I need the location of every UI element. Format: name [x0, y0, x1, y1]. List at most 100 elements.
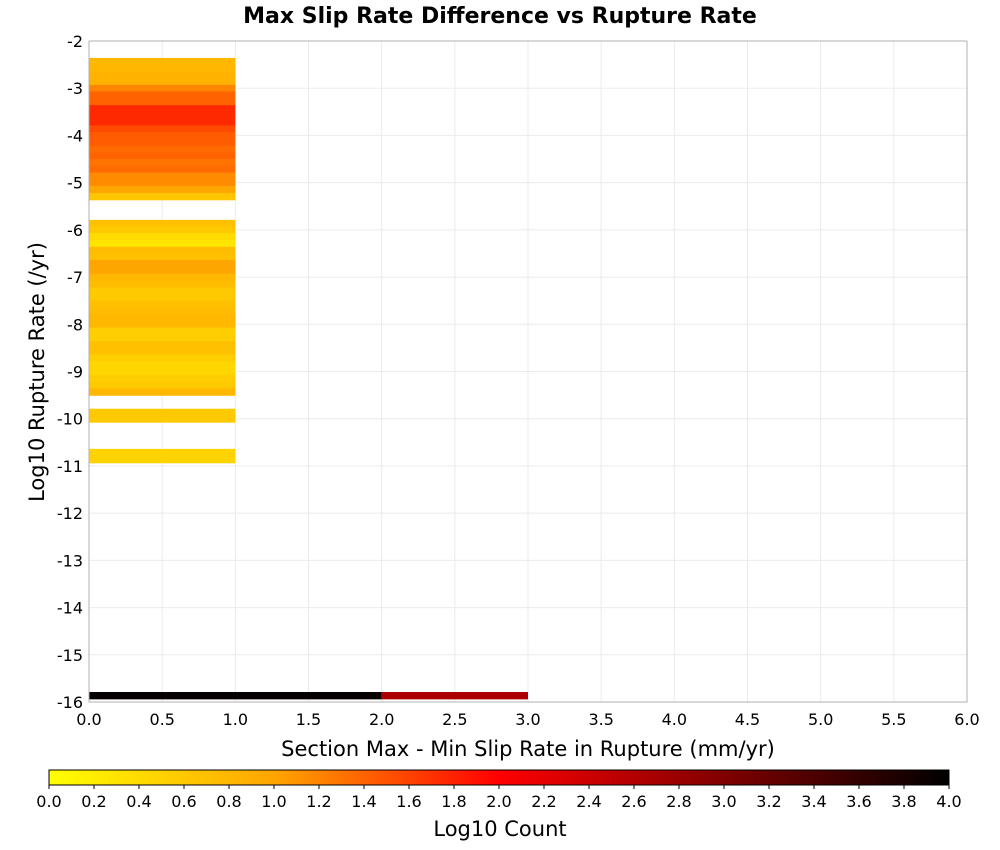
colorbar-tick-label: 3.2: [756, 792, 781, 811]
heatmap-cell: [89, 448, 236, 457]
heatmap-cell: [89, 172, 236, 181]
y-tick-label: -14: [57, 599, 83, 618]
colorbar-tick-label: 3.6: [846, 792, 871, 811]
plot-frame: [88, 40, 968, 703]
heatmap-cell: [89, 57, 236, 66]
x-tick-label: 0.0: [76, 710, 101, 729]
heatmap-cell: [89, 368, 236, 376]
heatmap-cell: [89, 307, 236, 315]
x-tick-label: 0.5: [149, 710, 174, 729]
heatmap-cell: [89, 280, 236, 288]
chart-title: Max Slip Rate Difference vs Rupture Rate: [243, 4, 757, 29]
heatmap-cell: [89, 91, 236, 99]
heatmap-cell: [89, 455, 236, 464]
x-tick-label: 3.0: [515, 710, 540, 729]
colorbar-tick-label: 2.8: [666, 792, 691, 811]
heatmap-cell: [89, 179, 236, 187]
heatmap-cell: [89, 105, 236, 113]
colorbar-tick-label: 1.4: [351, 792, 376, 811]
y-tick-label: -8: [67, 315, 83, 334]
y-tick-label: -10: [57, 410, 83, 429]
heatmap-cell: [89, 111, 236, 120]
heatmap-cell: [89, 192, 236, 201]
heatmap-cell: [89, 158, 236, 167]
heatmap-cell: [89, 327, 236, 335]
heatmap-cells: [89, 57, 528, 700]
colorbar-tick-label: 2.4: [576, 792, 601, 811]
heatmap-cell: [89, 246, 236, 255]
x-tick-label: 5.5: [881, 710, 906, 729]
heatmap-cell: [89, 71, 236, 79]
x-tick-label: 4.5: [735, 710, 760, 729]
heatmap-cell: [89, 341, 236, 349]
colorbar-tick-label: 0.6: [171, 792, 196, 811]
heatmap-cell: [89, 240, 236, 248]
colorbar-tick-label: 4.0: [936, 792, 961, 811]
heatmap-cell: [89, 84, 236, 93]
heatmap-cell: [89, 273, 236, 282]
heatmap-cell: [89, 185, 236, 194]
heatmap-cell: [89, 226, 236, 234]
heatmap-cell: [89, 347, 236, 356]
colorbar-tick-label: 0.8: [216, 792, 241, 811]
heatmap-cell: [89, 374, 236, 383]
x-tick-label: 1.0: [223, 710, 248, 729]
y-tick-label: -16: [57, 693, 83, 712]
x-tick-label: 2.5: [442, 710, 467, 729]
x-tick-label: 6.0: [954, 710, 979, 729]
colorbar-tick-label: 2.2: [531, 792, 556, 811]
heatmap-cell: [89, 294, 236, 302]
heatmap-cell: [89, 408, 236, 417]
y-tick-label: -15: [57, 646, 83, 665]
heatmap-cell: [89, 314, 236, 322]
heatmap-cell: [89, 152, 236, 160]
y-tick-label: -3: [67, 79, 83, 98]
y-tick-label: -4: [67, 126, 83, 145]
x-tick-label: 5.0: [808, 710, 833, 729]
colorbar-tick-label: 1.6: [396, 792, 421, 811]
y-tick-label: -7: [67, 268, 83, 287]
heatmap-cell: [89, 415, 236, 423]
y-tick-label: -12: [57, 504, 83, 523]
heatmap-cell: [89, 78, 236, 86]
y-axis-label: Log10 Rupture Rate (/yr): [25, 242, 49, 502]
y-tick-label: -11: [57, 457, 83, 476]
x-axis-ticks: 0.0 0.5 1.0 1.5 2.0 2.5 3.0 3.5 4.0 4.5 5.0 5.5 6.0: [76, 710, 979, 729]
colorbar: [48, 769, 950, 786]
heatmap-cell: [89, 64, 236, 72]
heatmap-cell: [89, 118, 236, 126]
heatmap-cell: [89, 354, 236, 362]
heatmap-cell: [89, 253, 236, 261]
y-tick-label: -5: [67, 174, 83, 193]
heatmap-cell: [89, 233, 236, 241]
x-axis-label: Section Max - Min Slip Rate in Rupture (…: [281, 737, 775, 761]
heatmap-cell: [89, 138, 236, 147]
colorbar-tick-label: 0.4: [126, 792, 151, 811]
heatmap-cell: [89, 98, 236, 106]
heatmap-cell: [89, 388, 236, 396]
x-tick-label: 2.0: [369, 710, 394, 729]
y-tick-label: -9: [67, 363, 83, 382]
colorbar-tick-label: 2.6: [621, 792, 646, 811]
x-tick-label: 3.5: [588, 710, 613, 729]
colorbar-tick-label: 3.4: [801, 792, 826, 811]
heatmap-cell: [89, 260, 236, 268]
colorbar-tick-label: 1.0: [261, 792, 286, 811]
heatmap-cell: [89, 334, 236, 342]
heatmap-cell: [89, 125, 236, 133]
heatmap-cell: [89, 692, 382, 700]
heatmap-cell: [89, 287, 236, 295]
heatmap-cell: [89, 132, 236, 140]
colorbar-tick-label: 2.0: [486, 792, 511, 811]
heatmap-cell: [89, 300, 236, 308]
y-tick-label: -13: [57, 551, 83, 570]
heatmap-cell: [89, 219, 236, 228]
colorbar-tick-label: 0.2: [81, 792, 106, 811]
heatmap-cell: [89, 267, 236, 275]
heatmap-cell: [89, 361, 236, 369]
heatmap-cell: [381, 692, 528, 700]
heatmap-cell: [89, 165, 236, 173]
colorbar-tick-label: 0.0: [36, 792, 61, 811]
heatmap-cell: [89, 145, 236, 154]
